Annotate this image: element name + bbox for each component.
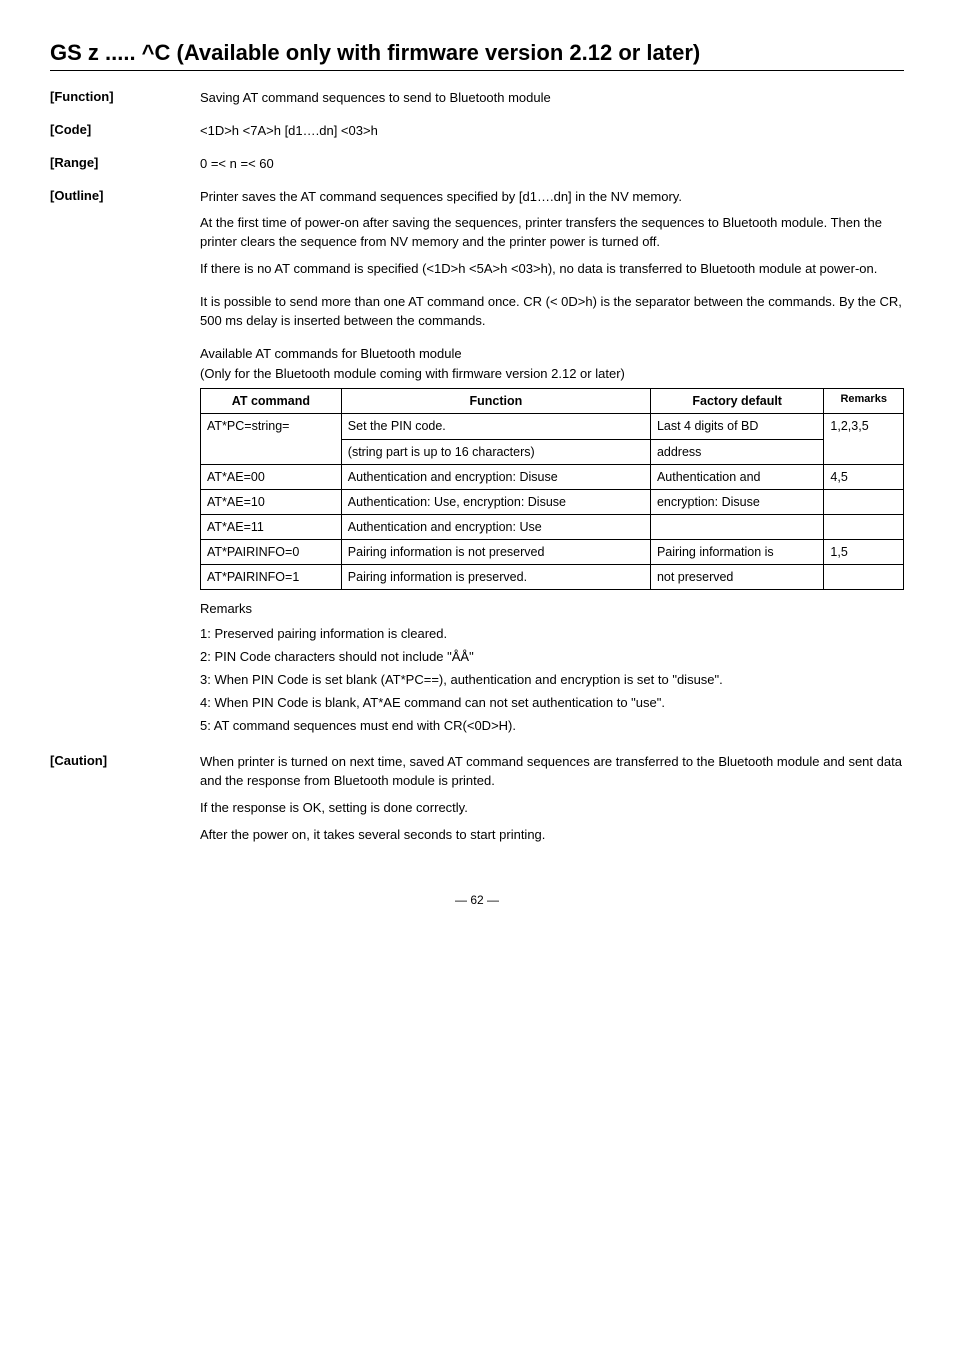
cell-def: Last 4 digits of BD (650, 414, 823, 439)
cell-def: encryption: Disuse (650, 489, 823, 514)
caution-p2: If the response is OK, setting is done c… (200, 799, 904, 818)
table-row: AT*PAIRINFO=1 Pairing information is pre… (201, 565, 904, 590)
remarks-title: Remarks (200, 600, 904, 619)
table-header-row: AT command Function Factory default Rema… (201, 389, 904, 414)
page-number: — 62 — (50, 893, 904, 907)
caution-content: When printer is turned on next time, sav… (200, 753, 904, 852)
cell-func: Authentication and encryption: Use (341, 514, 650, 539)
outline-content: Printer saves the AT command sequences s… (200, 188, 904, 740)
outline-p3: If there is no AT command is specified (… (200, 260, 904, 279)
th-default: Factory default (650, 389, 823, 414)
cell-cmd: AT*PAIRINFO=1 (201, 565, 342, 590)
function-content: Saving AT command sequences to send to B… (200, 89, 904, 108)
th-remarks: Remarks (824, 389, 904, 414)
outline-p2: At the first time of power-on after savi… (200, 214, 904, 252)
cell-rem: 1,2,3,5 (824, 414, 904, 464)
table-row: AT*AE=00 Authentication and encryption: … (201, 464, 904, 489)
range-label: [Range] (50, 155, 200, 174)
function-label: [Function] (50, 89, 200, 108)
cell-func: (string part is up to 16 characters) (341, 439, 650, 464)
remarks-list: 1: Preserved pairing information is clea… (200, 625, 904, 735)
cell-def: not preserved (650, 565, 823, 590)
cell-func: Pairing information is not preserved (341, 540, 650, 565)
cell-func: Authentication and encryption: Disuse (341, 464, 650, 489)
cell-def: Pairing information is (650, 540, 823, 565)
at-commands-table: AT command Function Factory default Rema… (200, 388, 904, 590)
cell-func: Set the PIN code. (341, 414, 650, 439)
code-row: [Code] <1D>h <7A>h [d1….dn] <03>h (50, 122, 904, 141)
outline-p5: Available AT commands for Bluetooth modu… (200, 345, 904, 364)
cell-cmd: AT*AE=10 (201, 489, 342, 514)
caution-p1: When printer is turned on next time, sav… (200, 753, 904, 791)
cell-def: Authentication and (650, 464, 823, 489)
remark-2: 2: PIN Code characters should not includ… (200, 648, 904, 667)
cell-rem: 4,5 (824, 464, 904, 489)
cell-cmd: AT*PAIRINFO=0 (201, 540, 342, 565)
cell-rem: 1,5 (824, 540, 904, 565)
outline-p6: (Only for the Bluetooth module coming wi… (200, 365, 904, 384)
th-command: AT command (201, 389, 342, 414)
table-row: AT*PC=string= Set the PIN code. Last 4 d… (201, 414, 904, 439)
cell-rem (824, 565, 904, 590)
page-title: GS z ..... ^C (Available only with firmw… (50, 40, 904, 66)
cell-func: Authentication: Use, encryption: Disuse (341, 489, 650, 514)
cell-rem (824, 514, 904, 539)
cell-cmd: AT*AE=00 (201, 464, 342, 489)
cell-def (650, 514, 823, 539)
caution-label: [Caution] (50, 753, 200, 852)
code-content: <1D>h <7A>h [d1….dn] <03>h (200, 122, 904, 141)
outline-row: [Outline] Printer saves the AT command s… (50, 188, 904, 740)
caution-p3: After the power on, it takes several sec… (200, 826, 904, 845)
remark-4: 4: When PIN Code is blank, AT*AE command… (200, 694, 904, 713)
cell-func: Pairing information is preserved. (341, 565, 650, 590)
cell-def: address (650, 439, 823, 464)
remark-5: 5: AT command sequences must end with CR… (200, 717, 904, 736)
outline-p4: It is possible to send more than one AT … (200, 293, 904, 331)
remark-3: 3: When PIN Code is set blank (AT*PC==),… (200, 671, 904, 690)
cell-rem (824, 489, 904, 514)
title-rule (50, 70, 904, 71)
cell-cmd: AT*PC=string= (201, 414, 342, 464)
range-content: 0 =< n =< 60 (200, 155, 904, 174)
function-row: [Function] Saving AT command sequences t… (50, 89, 904, 108)
table-row: AT*AE=11 Authentication and encryption: … (201, 514, 904, 539)
outline-p1: Printer saves the AT command sequences s… (200, 188, 904, 207)
remark-1: 1: Preserved pairing information is clea… (200, 625, 904, 644)
cell-cmd: AT*AE=11 (201, 514, 342, 539)
range-row: [Range] 0 =< n =< 60 (50, 155, 904, 174)
code-label: [Code] (50, 122, 200, 141)
th-function: Function (341, 389, 650, 414)
outline-label: [Outline] (50, 188, 200, 740)
table-row: AT*PAIRINFO=0 Pairing information is not… (201, 540, 904, 565)
table-row: AT*AE=10 Authentication: Use, encryption… (201, 489, 904, 514)
caution-row: [Caution] When printer is turned on next… (50, 753, 904, 852)
